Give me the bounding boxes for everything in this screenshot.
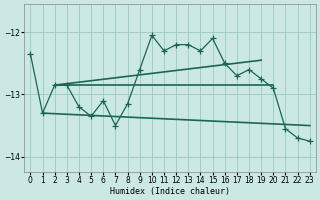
X-axis label: Humidex (Indice chaleur): Humidex (Indice chaleur): [110, 187, 230, 196]
